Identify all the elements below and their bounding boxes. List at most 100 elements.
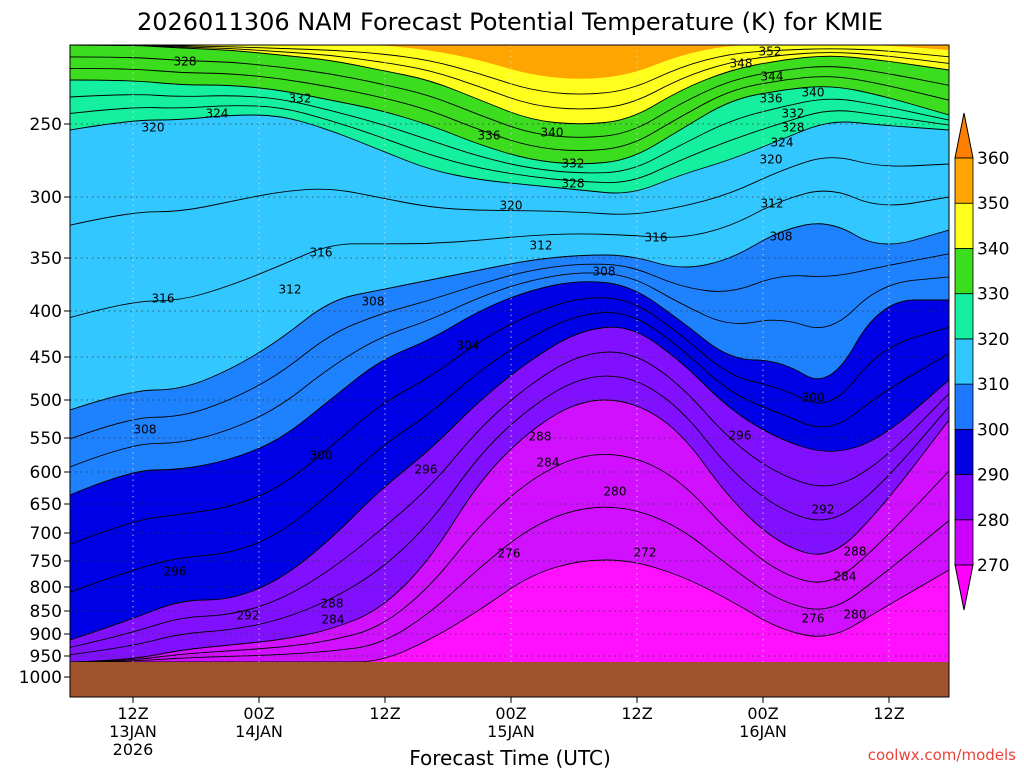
contour-label: 332 <box>289 92 312 106</box>
contour-label: 308 <box>134 423 157 437</box>
contour-label: 312 <box>761 197 784 211</box>
colorbar-label: 270 <box>977 556 1009 576</box>
colorbar-segment <box>955 203 973 248</box>
y-tick-label: 300 <box>30 188 62 208</box>
colorbar-segment <box>955 520 973 565</box>
x-tick-label: 00Z <box>243 704 274 723</box>
contour-label: 284 <box>537 456 560 470</box>
colorbar-label: 360 <box>977 149 1009 169</box>
colorbar-segment <box>955 158 973 203</box>
contour-label: 312 <box>530 239 553 253</box>
y-tick-label: 350 <box>30 249 62 269</box>
y-tick-label: 800 <box>30 578 62 598</box>
contour-label: 276 <box>498 547 521 561</box>
colorbar-segment <box>955 248 973 293</box>
contour-label: 300 <box>310 449 333 463</box>
y-tick-label: 1000 <box>19 668 62 688</box>
x-tick-label: 16JAN <box>739 722 787 741</box>
contour-label: 320 <box>500 199 523 213</box>
contour-label: 296 <box>729 429 752 443</box>
x-axis-label: Forecast Time (UTC) <box>409 746 611 768</box>
y-tick-label: 750 <box>30 552 62 572</box>
contour-label: 328 <box>562 177 585 191</box>
contour-label: 332 <box>782 107 805 121</box>
filled-bands <box>70 45 949 697</box>
x-tick-label: 12Z <box>117 704 148 723</box>
contour-label: 352 <box>759 45 782 59</box>
contour-label: 316 <box>645 231 668 245</box>
x-tick-label: 12Z <box>369 704 400 723</box>
colorbar-label: 300 <box>977 420 1009 440</box>
contour-label: 284 <box>322 613 345 627</box>
contour-label: 332 <box>562 157 585 171</box>
contour-label: 292 <box>812 503 835 517</box>
ground-fill <box>70 662 949 697</box>
colorbar-segment <box>955 294 973 339</box>
x-tick-label: 12Z <box>873 704 904 723</box>
y-tick-label: 550 <box>30 429 62 449</box>
credit-text[interactable]: coolwx.com/models <box>868 746 1016 764</box>
colorbar-label: 330 <box>977 285 1009 305</box>
y-tick-label: 450 <box>30 348 62 368</box>
contour-label: 348 <box>730 57 753 71</box>
contour-label: 320 <box>142 121 165 135</box>
y-tick-label: 250 <box>30 115 62 135</box>
contour-label: 324 <box>771 136 794 150</box>
contour-label: 296 <box>415 463 438 477</box>
contour-label: 340 <box>541 126 564 140</box>
contour-label: 328 <box>174 55 197 69</box>
contour-label: 304 <box>457 339 480 353</box>
contour-label: 308 <box>362 295 385 309</box>
contour-label: 296 <box>164 565 187 579</box>
colorbar-arrow-top <box>955 113 973 158</box>
y-axis: 250 300 350 400 450 500 550 600 650 700 750 800 850 9… <box>19 115 70 688</box>
colorbar-label: 290 <box>977 466 1009 486</box>
x-tick-label: 15JAN <box>487 722 535 741</box>
x-tick-label: 2026 <box>113 740 154 759</box>
colorbar-label: 280 <box>977 511 1009 531</box>
contour-label: 308 <box>770 230 793 244</box>
x-tick-label: 00Z <box>747 704 778 723</box>
contour-label: 344 <box>761 70 784 84</box>
contour-label: 288 <box>529 430 552 444</box>
colorbar-segment <box>955 384 973 429</box>
contour-label: 328 <box>782 121 805 135</box>
colorbar-label: 350 <box>977 194 1009 214</box>
y-tick-label: 700 <box>30 524 62 544</box>
contour-label: 340 <box>802 86 825 100</box>
contour-label: 320 <box>760 153 783 167</box>
x-tick-label: 13JAN <box>109 722 157 741</box>
chart-title: 2026011306 NAM Forecast Potential Temper… <box>137 8 883 36</box>
x-tick-label: 12Z <box>621 704 652 723</box>
contour-label: 292 <box>237 609 260 623</box>
x-tick-label: 14JAN <box>235 722 283 741</box>
y-tick-label: 950 <box>30 647 62 667</box>
colorbar-label: 340 <box>977 239 1009 259</box>
contour-label: 280 <box>844 608 867 622</box>
colorbar-segment <box>955 429 973 474</box>
colorbar-label: 310 <box>977 375 1009 395</box>
contour-label: 316 <box>310 246 333 260</box>
contour-label: 272 <box>634 546 657 560</box>
contour-label: 300 <box>802 391 825 405</box>
contour-label: 312 <box>279 283 302 297</box>
contour-label: 336 <box>478 129 501 143</box>
colorbar-label: 320 <box>977 330 1009 350</box>
colorbar-segment <box>955 339 973 384</box>
y-tick-label: 850 <box>30 602 62 622</box>
y-tick-label: 650 <box>30 495 62 515</box>
y-tick-label: 600 <box>30 463 62 483</box>
contour-label: 308 <box>593 265 616 279</box>
contour-label: 336 <box>760 92 783 106</box>
contour-label: 324 <box>206 107 229 121</box>
contour-label: 280 <box>604 485 627 499</box>
contour-label: 316 <box>152 292 175 306</box>
potential-temperature-chart: 2026011306 NAM Forecast Potential Temper… <box>0 0 1024 768</box>
y-tick-label: 900 <box>30 625 62 645</box>
colorbar: 270 280 290 300 310 320 330 340 350 360 <box>955 113 1009 610</box>
contour-label: 288 <box>321 597 344 611</box>
contour-label: 284 <box>834 570 857 584</box>
x-tick-label: 00Z <box>495 704 526 723</box>
contour-label: 276 <box>802 612 825 626</box>
